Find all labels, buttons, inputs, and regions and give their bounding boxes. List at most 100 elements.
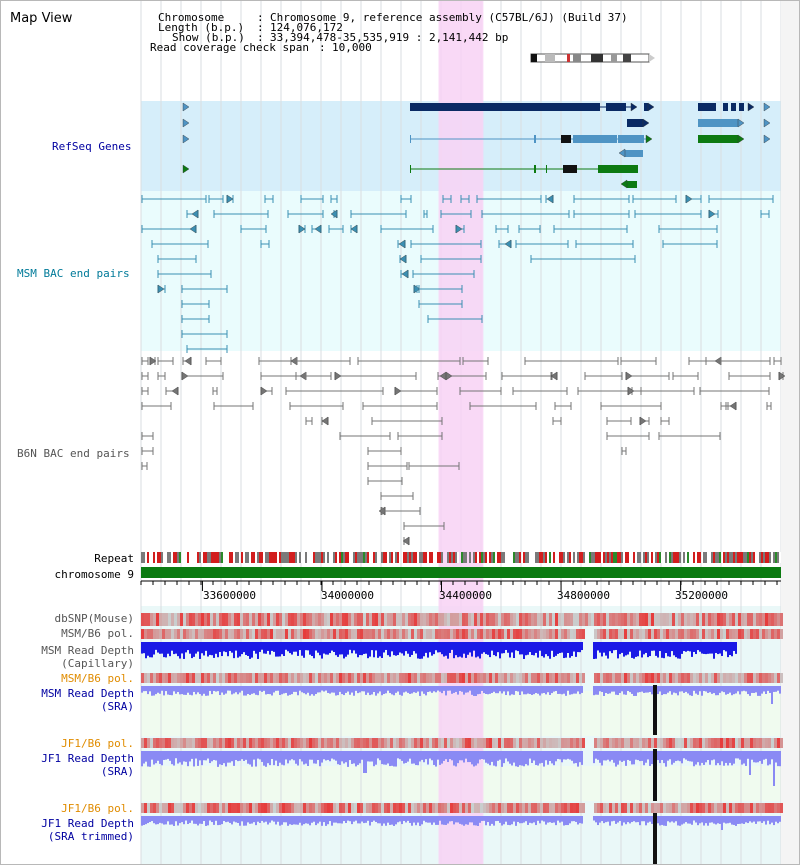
msm-sra-depth-bar: [313, 686, 315, 696]
track-label-jf1-b6-polymorphism-trimmed[interactable]: JF1/B6 pol.: [61, 802, 134, 815]
track-label-refseq-genes[interactable]: RefSeq Genes: [52, 140, 132, 153]
track-label-msm-bac-end-pairs[interactable]: MSM BAC end pairs: [17, 267, 130, 280]
jf1-pol-stripe: [438, 738, 441, 748]
msm-capillary-depth-bar: [213, 642, 215, 658]
jf1-sra-depth-bar: [627, 751, 629, 760]
track-label-dbsnp-mouse[interactable]: dbSNP(Mouse): [54, 612, 134, 625]
jf1-trim-pol-stripe: [210, 803, 213, 813]
msm-pol-stripe: [432, 629, 435, 639]
msm-capillary-depth-bar: [403, 642, 405, 656]
msm-pol-stripe: [483, 629, 486, 639]
jf1-pol-stripe: [501, 738, 504, 748]
repeat-element: [231, 552, 233, 563]
msm-capillary-depth-bar: [699, 642, 701, 652]
dbsnp-stripe: [486, 613, 489, 626]
msm-pol-stripe: [279, 629, 282, 639]
msm-capillary-depth-bar: [401, 642, 403, 654]
jf1-sra-depth-bar: [199, 751, 201, 761]
track-label-msm-read-depth-sra[interactable]: MSM Read Depth (SRA): [41, 687, 134, 713]
msm-pol-stripe: [270, 629, 273, 639]
dbsnp-stripe: [576, 613, 579, 626]
msm-pol-stripe: [624, 629, 627, 639]
jf1-trimmed-depth-bar: [543, 816, 545, 822]
dbsnp-stripe: [507, 613, 510, 626]
msm-capillary-depth-bar: [173, 642, 175, 655]
track-label-msm-read-depth-capillary[interactable]: MSM Read Depth (Capillary): [41, 644, 134, 670]
track-label-jf1-b6-polymorphism[interactable]: JF1/B6 pol.: [61, 737, 134, 750]
msm-capillary-depth-bar: [247, 642, 249, 656]
dbsnp-stripe: [585, 613, 588, 626]
repeat-element: [751, 552, 753, 563]
jf1-trim-pol-stripe: [363, 803, 366, 813]
track-label-msm-b6-polymorphism-sra[interactable]: MSM/B6 pol.: [61, 672, 134, 685]
msm-sra-depth-bar: [493, 686, 495, 692]
jf1-pol-stripe: [357, 738, 360, 748]
jf1-trimmed-depth-bar: [531, 816, 533, 824]
jf1-trim-pol-stripe: [435, 803, 438, 813]
jf1-sra-depth-bar: [151, 751, 153, 760]
msm-pol-stripe: [648, 629, 651, 639]
jf1-trimmed-depth-bar: [555, 816, 557, 826]
repeat-element: [203, 552, 205, 563]
track-label-jf1-read-depth-sra[interactable]: JF1 Read Depth (SRA): [41, 752, 134, 778]
dbsnp-stripe: [645, 613, 648, 626]
track-label-repeat[interactable]: Repeat: [94, 552, 134, 565]
jf1-trim-pol-stripe: [330, 803, 333, 813]
jf1-trimmed-depth-bar: [173, 816, 175, 826]
msm-sra-depth-bar: [235, 686, 237, 693]
dbsnp-stripe: [657, 613, 660, 626]
dbsnp-stripe: [555, 613, 558, 626]
jf1-sra-depth-bar: [575, 751, 577, 764]
msm-capillary-depth-bar: [409, 642, 411, 657]
repeat-element: [551, 552, 553, 563]
jf1-trimmed-depth-bar: [697, 816, 699, 826]
dbsnp-stripe: [378, 613, 381, 626]
dbsnp-stripe: [702, 613, 705, 626]
jf1-trim-pol-stripe: [756, 803, 759, 813]
repeat-element: [195, 552, 197, 563]
msm-capillary-depth-bar: [335, 642, 337, 656]
msm-pol-stripe: [645, 629, 648, 639]
jf1-sra-depth-bar: [197, 751, 199, 766]
repeat-element: [753, 552, 755, 563]
jf1-trimmed-depth-bar: [649, 816, 651, 822]
jf1-trimmed-depth-bar: [433, 816, 435, 823]
jf1-pol-stripe: [141, 738, 144, 748]
dbsnp-stripe: [342, 613, 345, 626]
jf1-trimmed-depth-bar: [487, 816, 489, 823]
jf1-trimmed-depth-bar: [777, 816, 779, 824]
jf1-trim-pol-stripe: [576, 803, 579, 813]
msm-sra-pol-stripe: [165, 673, 168, 683]
jf1-pol-stripe: [417, 738, 420, 748]
msm-capillary-depth-bar: [313, 642, 315, 659]
jf1-sra-depth-bar: [183, 751, 185, 762]
repeat-element: [317, 552, 319, 563]
track-label-b6n-bac-end-pairs[interactable]: B6N BAC end pairs: [17, 447, 130, 460]
msm-pol-stripe: [438, 629, 441, 639]
jf1-trimmed-depth-bar: [527, 816, 529, 825]
jf1-trim-pol-stripe: [297, 803, 300, 813]
jf1-sra-depth-bar: [759, 751, 761, 762]
msm-pol-stripe: [222, 629, 225, 639]
b6n-bac-pair-arrow: [550, 371, 558, 381]
jf1-trim-pol-stripe: [183, 803, 186, 813]
msm-capillary-depth-bar: [623, 642, 625, 657]
msm-capillary-depth-bar: [333, 642, 335, 652]
track-label-msm-b6-polymorphism[interactable]: MSM/B6 pol.: [61, 627, 134, 640]
dbsnp-stripe: [402, 613, 405, 626]
dbsnp-stripe: [432, 613, 435, 626]
msm-capillary-depth-bar: [165, 642, 167, 658]
jf1-sra-depth-bar: [445, 751, 447, 760]
jf1-trimmed-depth-bar: [443, 816, 445, 825]
jf1-trim-pol-stripe: [342, 803, 345, 813]
jf1-trimmed-depth-bar: [459, 816, 461, 824]
jf1-sra-depth-bar: [417, 751, 419, 766]
jf1-trimmed-depth-bar: [321, 816, 323, 826]
track-label-jf1-read-depth-sra-trimmed[interactable]: JF1 Read Depth (SRA trimmed): [41, 817, 134, 843]
msm-sra-depth-bar: [343, 686, 345, 696]
b6n-bac-pair-arrow: [394, 386, 402, 396]
msm-capillary-depth-bar: [677, 642, 679, 659]
jf1-sra-depth-bar: [607, 751, 609, 760]
msm-sra-pol-stripe: [744, 673, 747, 683]
